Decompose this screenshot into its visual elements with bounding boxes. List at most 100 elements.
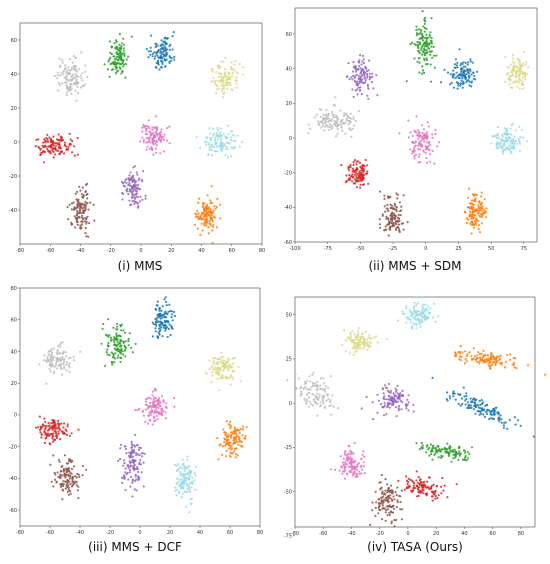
scatter-point [130,440,133,443]
scatter-point [406,221,409,224]
scatter-point [154,397,157,400]
scatter-point [321,396,324,399]
scatter-point [371,501,374,504]
caption-iv: (iv) TASA (Ours) [367,540,463,554]
scatter-point [353,124,356,127]
scatter-point [46,357,49,360]
scatter-point [370,337,373,340]
scatter-point [152,143,155,146]
scatter-point [221,90,224,93]
scatter-point [62,360,65,364]
scatter-point [483,358,486,361]
scatter-point [386,508,389,511]
y-tick-label: 80 [11,286,17,292]
scatter-point [434,132,437,136]
scatter-point [212,224,215,227]
scatter-point [430,453,433,456]
scatter-point [355,465,359,468]
scatter-point [512,138,515,141]
scatter-point [349,112,352,115]
scatter-point [465,72,468,76]
scatter-point [230,65,233,69]
scatter-point [518,74,521,77]
scatter-point [159,130,162,133]
scatter-point [475,218,478,221]
scatter-point [482,361,485,364]
scatter-point [151,321,154,324]
scatter-point [475,398,478,401]
scatter-point [130,177,133,180]
scatter-point [305,402,308,405]
scatter-point [513,64,516,67]
scatter-point [356,68,360,71]
scatter-point [449,73,452,76]
scatter-point [511,60,515,64]
scatter-point [467,61,470,64]
scatter-point [60,362,63,365]
scatter-point [211,370,214,373]
scatter-point [155,42,158,45]
scatter-point [212,209,215,212]
scatter-point [431,499,434,502]
scatter-point [356,93,359,96]
x-tick-label: -20 [106,530,114,536]
scatter-point [66,423,69,426]
scatter-point [395,494,398,497]
scatter-point [425,63,428,66]
scatter-point [294,372,297,376]
scatter-point [201,205,204,208]
scatter-series-purple [345,54,379,100]
scatter-point [57,458,61,461]
scatter-point [500,418,503,421]
scatter-point [75,481,78,484]
scatter-point [352,346,355,349]
scatter-point [215,367,218,371]
scatter-point [468,187,471,190]
scatter-point [185,482,188,485]
scatter-point [352,452,355,455]
scatter-point [475,194,478,197]
scatter-point [515,73,518,76]
scatter-point [521,76,524,79]
scatter-point [46,355,49,359]
scatter-point [360,169,363,172]
scatter-point [361,68,364,71]
scatter-point [367,97,370,100]
scatter-point [233,447,236,450]
scatter-point [105,351,108,354]
scatter-point [81,214,84,217]
scatter-point [151,147,154,150]
scatter-point [385,386,388,389]
scatter-point [139,188,142,191]
scatter-point [122,329,125,332]
scatter-point [452,76,455,79]
scatter-point [76,212,79,215]
scatter-point [144,420,147,424]
scatter-point [65,363,68,366]
scatter-point [497,413,500,416]
scatter-point [113,42,116,45]
scatter-point [309,127,312,130]
scatter-point [76,223,79,226]
scatter-point [169,310,172,313]
scatter-point [204,140,207,143]
scatter-point [428,47,431,50]
scatter-point [405,475,408,478]
scatter-series-pink [398,115,441,165]
scatter-point [165,58,168,61]
scatter-point [421,321,424,324]
scatter-point [419,144,422,147]
scatter-point [155,399,159,402]
scatter-point [391,511,395,514]
scatter-point [100,342,103,345]
scatter-point [501,147,504,150]
scatter-point [172,30,175,34]
scatter-point [164,411,167,414]
scatter-point [170,326,173,330]
scatter-point [426,121,429,124]
scatter-point [513,366,516,369]
scatter-point [328,125,331,129]
scatter-point [505,73,509,76]
scatter-point [233,450,236,453]
scatter-point [48,442,51,445]
